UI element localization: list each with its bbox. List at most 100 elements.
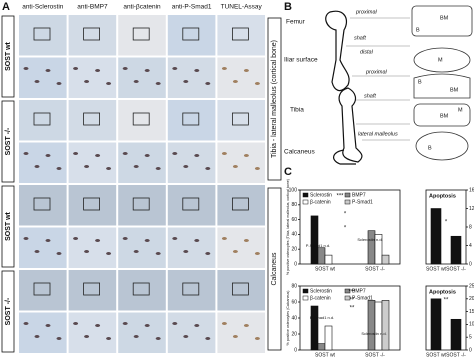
y-axis-label: % positive osteocytes (Calcaneus) xyxy=(286,291,290,346)
osteocyte xyxy=(34,335,40,338)
osteocyte xyxy=(122,152,128,155)
position-label: shaft xyxy=(364,93,376,99)
y-tick-label: 40 xyxy=(291,315,297,321)
y-tick-label: 5 xyxy=(469,335,472,341)
position-label: proximal xyxy=(365,69,388,75)
micrograph xyxy=(216,269,266,312)
legend-label: P-Smad1 xyxy=(352,199,373,205)
osteocyte xyxy=(84,165,90,168)
micrograph xyxy=(166,311,217,354)
micrograph xyxy=(166,184,217,227)
micrograph xyxy=(67,226,118,269)
osteocyte xyxy=(95,154,101,157)
osteocyte xyxy=(34,250,40,253)
group-label: SOST wt xyxy=(5,41,12,70)
y-tick-label: 20 xyxy=(291,247,297,253)
osteocyte xyxy=(243,154,249,157)
inset-box xyxy=(231,112,249,126)
legend-label: Sclerostin xyxy=(310,192,332,198)
schematic-label: BM xyxy=(440,15,449,21)
y-tick-label: 100 xyxy=(289,187,298,193)
osteocyte xyxy=(144,69,150,72)
osteocyte xyxy=(56,82,62,85)
micrograph xyxy=(18,56,68,99)
legend-swatch xyxy=(302,288,309,294)
osteocyte xyxy=(95,69,101,72)
annotation: P-Smad1 n.d. xyxy=(310,315,334,320)
osteocyte xyxy=(205,252,211,255)
inset-box xyxy=(83,282,100,296)
group-bar xyxy=(1,100,15,183)
osteocyte xyxy=(45,69,51,72)
annotation: * xyxy=(344,212,347,218)
x-tick-label: SOST wt xyxy=(426,266,447,272)
osteocyte xyxy=(144,324,150,327)
osteocyte xyxy=(194,69,200,72)
osteocyte xyxy=(73,237,79,240)
osteocyte xyxy=(73,152,79,155)
legend-swatch xyxy=(302,192,309,198)
micrograph xyxy=(117,184,167,227)
osteocyte xyxy=(254,82,260,85)
inset-box xyxy=(33,282,51,296)
bar xyxy=(450,318,462,351)
bar xyxy=(367,300,376,351)
inset-box xyxy=(132,112,150,126)
y-tick-label: 4 xyxy=(469,243,472,249)
inset-box xyxy=(182,112,200,126)
micrograph xyxy=(166,269,217,312)
osteocyte xyxy=(106,252,112,255)
micrograph xyxy=(216,184,266,227)
osteocyte xyxy=(45,324,51,327)
group-bar xyxy=(1,270,15,353)
bar xyxy=(450,235,462,265)
panel-label: C xyxy=(284,166,292,178)
bone-diagram xyxy=(325,5,473,165)
osteocyte xyxy=(194,154,200,157)
y-tick-label: 0 xyxy=(294,261,297,267)
micrograph xyxy=(67,269,118,312)
y-tick-label: 8 xyxy=(469,224,472,230)
osteocyte xyxy=(84,250,90,253)
micrograph xyxy=(67,311,118,354)
osteocyte xyxy=(172,237,178,240)
osteocyte xyxy=(243,69,249,72)
osteocyte xyxy=(183,250,189,253)
micrograph xyxy=(117,226,167,269)
column-header: TUNEL-Assay xyxy=(221,4,263,11)
osteocyte xyxy=(243,324,249,327)
inset-box xyxy=(33,27,51,41)
osteocyte xyxy=(133,80,139,83)
region-label: Calcaneus xyxy=(271,252,278,286)
inset-box xyxy=(231,197,249,211)
inset-box xyxy=(182,197,200,211)
micrograph xyxy=(67,184,118,227)
osteocyte xyxy=(155,167,161,170)
y-tick-label: 10 xyxy=(469,322,474,328)
bar xyxy=(381,254,390,265)
osteocyte xyxy=(194,239,200,242)
legend-swatch xyxy=(344,295,351,301)
osteocyte xyxy=(45,154,51,157)
osteocyte xyxy=(221,152,227,155)
osteocyte xyxy=(122,67,128,70)
legend-swatch xyxy=(344,199,351,205)
osteocyte xyxy=(232,335,238,338)
osteocyte xyxy=(254,252,260,255)
bar xyxy=(310,305,319,351)
micrograph xyxy=(117,56,167,99)
osteocyte xyxy=(23,237,29,240)
column-header: anti-BMP7 xyxy=(77,4,108,11)
osteocyte xyxy=(56,167,62,170)
bone-label: Tibia xyxy=(290,107,304,114)
annotation: * xyxy=(344,226,347,232)
group-label: SOST -/- xyxy=(5,127,12,155)
osteocyte xyxy=(183,80,189,83)
plot-frame xyxy=(425,285,467,351)
osteocyte xyxy=(221,322,227,325)
inset-box xyxy=(132,27,150,41)
y-tick-label: 12 xyxy=(469,206,474,212)
chart-title: Apoptosis xyxy=(429,193,456,199)
